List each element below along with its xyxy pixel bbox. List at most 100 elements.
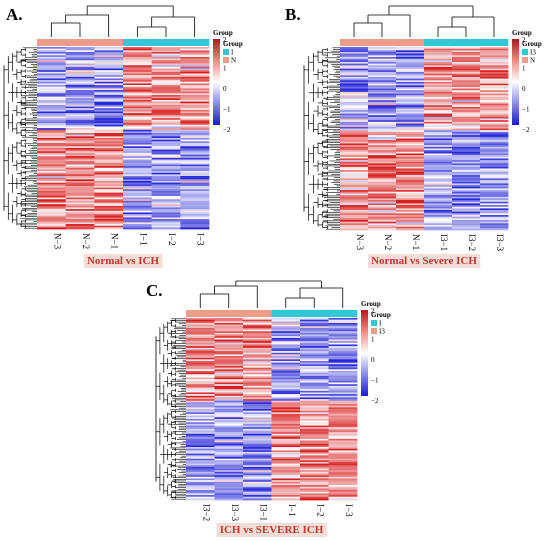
heatmap-cell	[65, 133, 95, 136]
heatmap-cell	[65, 207, 95, 210]
heatmap-cell	[424, 221, 453, 224]
heatmap-cell	[424, 195, 453, 198]
heatmap-cell	[214, 399, 244, 402]
heatmap-cell	[424, 111, 453, 114]
heatmap-cell	[151, 164, 181, 167]
heatmap-cell	[340, 206, 369, 209]
heatmap-cell	[424, 118, 453, 121]
heatmap-cell	[424, 146, 453, 149]
panel-a: A. N−3 N−2 N−1 I−1 I−2 I−3 Group 2 1 0 −…	[3, 5, 243, 268]
heatmap-cell	[243, 342, 272, 345]
heatmap-cell	[368, 180, 397, 183]
heatmap-cell	[214, 346, 244, 349]
heatmap-cell	[151, 182, 181, 185]
heatmap-cell	[243, 495, 272, 498]
heatmap-cell	[452, 216, 481, 219]
heatmap-cell	[424, 85, 453, 88]
heatmap-cell	[151, 156, 181, 159]
heatmap-cell	[65, 121, 95, 124]
heatmap-cell	[65, 51, 95, 55]
heatmap-cell	[340, 88, 369, 91]
heatmap-cell	[452, 156, 481, 159]
heatmap-cell	[186, 440, 215, 443]
heatmap-cell	[151, 83, 181, 86]
heatmap-cell	[396, 196, 425, 199]
heatmap-cell	[396, 66, 425, 70]
panel-letter: A.	[6, 5, 23, 24]
heatmap-cell	[214, 428, 244, 431]
heatmap-cell	[94, 116, 124, 119]
heatmap-cell	[180, 48, 210, 51]
heatmap-cell	[328, 428, 358, 431]
heatmap-cell	[214, 319, 244, 322]
heatmap-cell	[480, 130, 509, 133]
heatmap-cell	[452, 210, 481, 213]
legend-entry: I	[231, 49, 234, 57]
heatmap-cell	[37, 169, 67, 172]
heatmap-cell	[424, 110, 453, 113]
heatmap-cell	[151, 65, 181, 68]
heatmap-cell	[368, 111, 397, 114]
column-labels: N−3 N−2 N−1 I−1 I−2 I−3	[52, 233, 205, 250]
heatmap-cell	[65, 75, 95, 78]
heatmap-cell	[424, 185, 453, 188]
heatmap-cell	[151, 161, 181, 164]
heatmap-cell	[151, 50, 181, 53]
heatmap-cell	[328, 475, 358, 478]
heatmap-cell	[151, 134, 181, 137]
heatmap-cell	[186, 495, 215, 498]
heatmap-cell	[340, 163, 369, 166]
column-label: N−1	[110, 233, 120, 249]
heatmap-cell	[452, 55, 481, 58]
heatmap-cell	[243, 461, 272, 464]
heatmap-cell	[243, 420, 272, 423]
legend-swatch	[371, 320, 377, 326]
heatmap-cell	[37, 76, 67, 79]
heatmap-cell	[452, 161, 481, 164]
heatmap-cell	[186, 483, 215, 486]
heatmap-cell	[300, 384, 329, 387]
heatmap-cell	[186, 437, 215, 440]
heatmap-cell	[368, 126, 397, 129]
heatmap-cell	[424, 145, 453, 148]
heatmap-cell	[37, 219, 67, 222]
heatmap-cell	[480, 88, 509, 91]
heatmap-cell	[424, 226, 453, 229]
heatmap-cell	[480, 86, 509, 89]
heatmap-cell	[300, 465, 329, 468]
heatmap-cell	[123, 83, 153, 86]
heatmap-cell	[340, 221, 369, 224]
heatmap-cell	[65, 225, 95, 228]
heatmap-cell	[452, 78, 481, 81]
heatmap-cell	[368, 221, 397, 224]
heatmap-cell	[123, 171, 153, 174]
heatmap-cell	[65, 90, 95, 93]
heatmap-cell	[214, 455, 244, 458]
heatmap-cell	[328, 404, 358, 407]
heatmap-cell	[94, 147, 124, 150]
heatmap-cell	[37, 55, 67, 58]
heatmap-cell	[243, 458, 272, 461]
heatmap-cell	[368, 70, 397, 73]
heatmap-cell	[37, 136, 67, 139]
heatmap-cell	[396, 85, 425, 88]
heatmap-cell	[65, 205, 95, 208]
heatmap-cell	[243, 485, 272, 488]
heatmap-cell	[300, 476, 329, 479]
scale-tick: 0	[223, 85, 227, 93]
heatmap-cell	[300, 475, 329, 478]
heatmap-cell	[186, 409, 215, 412]
heatmap-cell	[214, 375, 244, 378]
heatmap-cell	[480, 85, 509, 88]
heatmap-cell	[396, 61, 425, 65]
heatmap-cell	[328, 437, 358, 440]
heatmap-cell	[328, 377, 358, 380]
heatmap-cell	[368, 176, 397, 179]
group-annotation-bar	[340, 39, 509, 46]
heatmap-cell	[123, 104, 153, 107]
panel-b: B. N−3 N−2 N−1 I3−1 I3−2 I3−3 Group 2 1 …	[285, 5, 542, 268]
heatmap-cell	[243, 405, 272, 408]
heatmap-cell	[37, 184, 67, 187]
heatmap-cell	[480, 186, 509, 189]
heatmap-cell	[37, 65, 67, 68]
